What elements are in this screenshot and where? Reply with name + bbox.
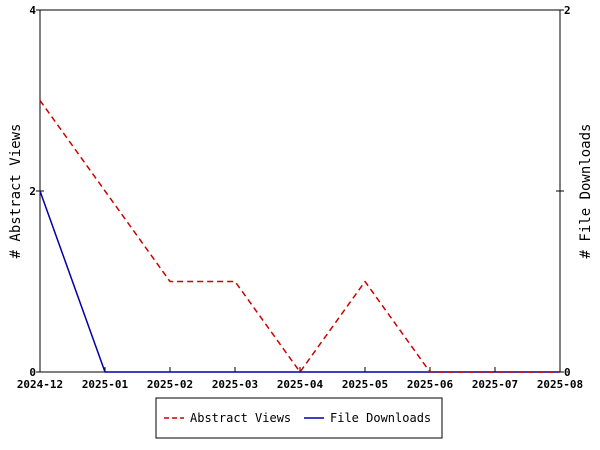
right-y-tick-label: 0 (564, 366, 571, 379)
left-y-axis-title: # Abstract Views (8, 124, 24, 259)
x-tick-label: 2025-08 (537, 378, 583, 391)
x-tick-label: 2025-06 (407, 378, 454, 391)
left-y-tick-label: 4 (29, 4, 36, 17)
x-tick-label: 2025-04 (277, 378, 324, 391)
series-line-abstract-views (39, 100, 560, 373)
right-y-axis-title: # File Downloads (578, 124, 594, 259)
x-tick-label: 2025-02 (147, 378, 193, 391)
left-y-tick-label: 2 (29, 185, 36, 198)
legend-box (155, 397, 443, 439)
x-tick-label: 2025-03 (212, 378, 258, 391)
legend-label-abstract-views: Abstract Views (190, 411, 291, 425)
x-tick-label: 2024-12 (17, 378, 63, 391)
right-y-tick-label: 2 (564, 4, 571, 17)
legend-label-file-downloads: File Downloads (330, 411, 431, 425)
series-layer (39, 100, 560, 373)
x-axis-ticks: 2024-12 2025-01 2025-02 2025-03 2025-04 2025-… (17, 367, 583, 391)
legend: Abstract Views File Downloads (155, 397, 443, 439)
left-y-tick-label: 0 (29, 366, 36, 379)
x-tick-label: 2025-01 (82, 378, 129, 391)
x-tick-label: 2025-05 (342, 378, 388, 391)
x-tick-label: 2025-07 (472, 378, 518, 391)
